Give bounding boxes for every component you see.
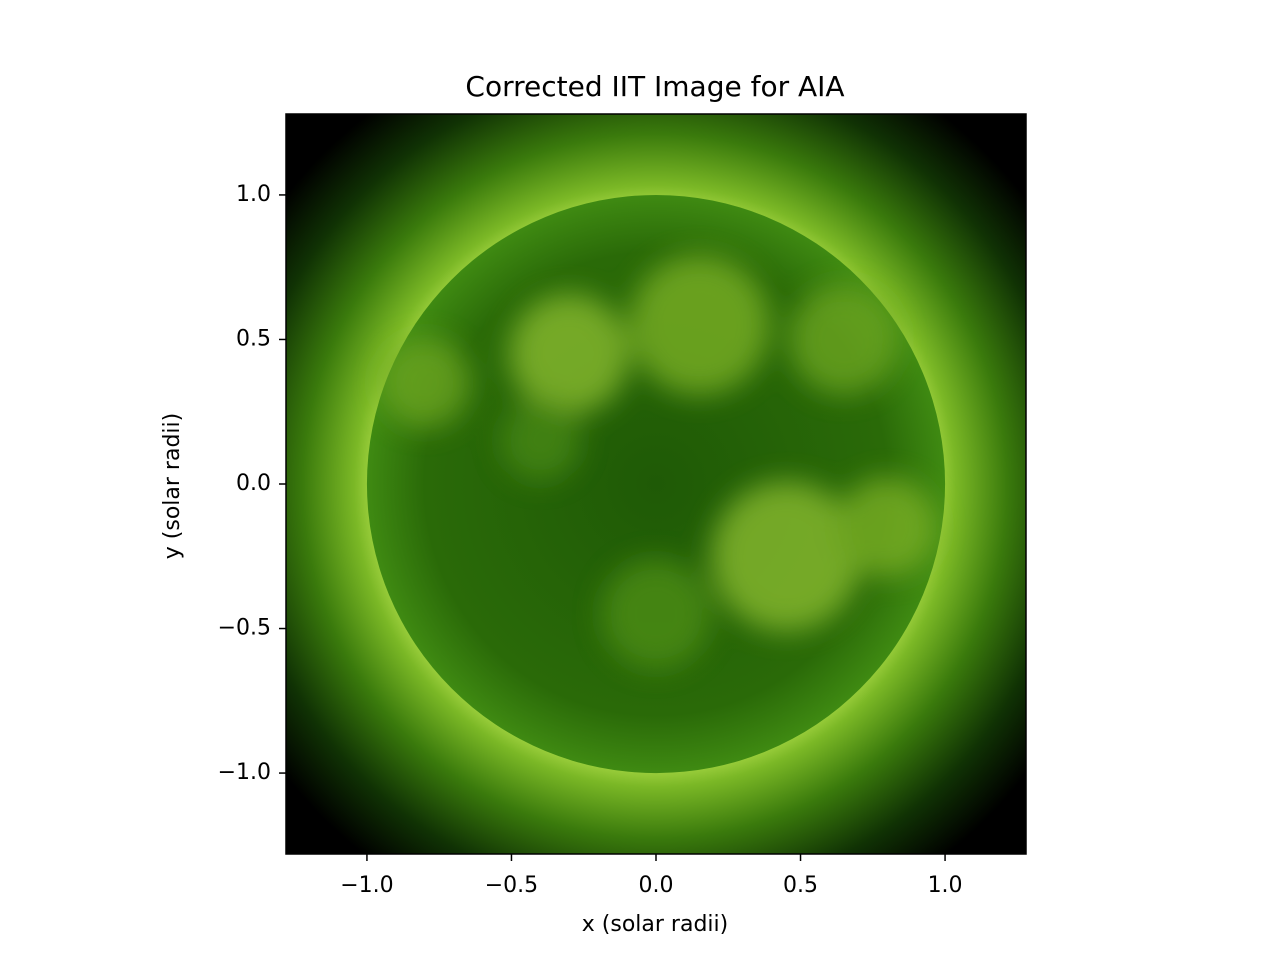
x-tick-label: 0.0 [639,873,674,898]
x-axis-label: x (solar radii) [582,912,728,937]
chart-title: Corrected IIT Image for AIA [465,70,844,103]
region [601,559,711,670]
x-tick-label: −1.0 [340,873,393,898]
active-regions [379,255,938,670]
region [711,481,862,632]
y-tick-label: 0.0 [236,471,271,496]
y-tick-label: −1.0 [218,760,271,785]
y-axis-label: y (solar radii) [160,413,185,559]
region [837,477,938,578]
region [629,255,770,396]
region [509,293,630,414]
x-tick-label: 1.0 [928,873,963,898]
region [788,284,899,395]
axes: −1.0 −0.5 0.0 0.5 1.0 −1.0 −0.5 0.0 0.5 1.0 [218,113,1027,898]
y-tick-label: 1.0 [236,182,271,207]
region [379,337,470,428]
x-tick-label: −0.5 [485,873,538,898]
region [500,400,581,481]
x-tick-label: 0.5 [783,873,818,898]
y-tick-label: 0.5 [236,326,271,351]
y-tick-label: −0.5 [218,616,271,641]
image-area [286,114,1026,854]
